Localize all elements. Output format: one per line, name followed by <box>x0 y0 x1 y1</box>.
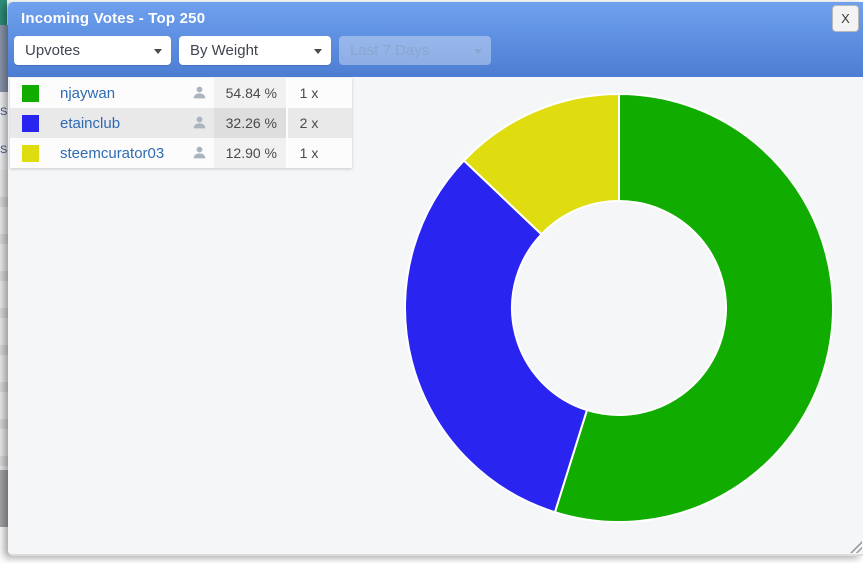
user-icon[interactable] <box>184 144 214 162</box>
account-link[interactable]: njaywan <box>60 84 116 102</box>
background-text-fragment: S <box>0 144 8 156</box>
user-icon[interactable] <box>184 114 214 132</box>
donut-chart-svg <box>404 93 834 523</box>
legend-color-swatch <box>22 84 39 102</box>
background-block <box>0 25 9 92</box>
account-link[interactable]: steemcurator03 <box>60 144 165 162</box>
vote-percentage: 54.84 % <box>214 78 286 108</box>
vote-count: 2 x <box>286 108 330 138</box>
close-button[interactable]: X <box>832 5 859 32</box>
user-icon[interactable] <box>184 84 214 102</box>
vote-count: 1 x <box>286 78 330 108</box>
filter-dropdown-last-7-days: Last 7 Days <box>339 36 491 65</box>
background-block <box>0 470 10 527</box>
legend-color-swatch <box>22 114 39 132</box>
donut-slice-njaywan[interactable] <box>553 93 834 523</box>
modal-title: Incoming Votes - Top 250 <box>21 10 206 27</box>
vote-count: 1 x <box>286 138 330 168</box>
legend-row-steemcurator03[interactable]: steemcurator03 12.90 % 1 x <box>10 138 352 168</box>
background-page-strip: S S <box>0 0 10 563</box>
dropdown-value: Upvotes <box>25 42 81 59</box>
background-block <box>0 0 7 25</box>
legend-color-swatch <box>22 144 39 162</box>
account-link[interactable]: etainclub <box>60 114 121 132</box>
chart-legend: njaywan 54.84 % 1 x etainclub 32.26 % <box>10 78 352 168</box>
chevron-down-icon <box>154 49 162 54</box>
donut-chart <box>403 92 835 524</box>
chevron-down-icon <box>474 49 482 54</box>
modal-header: Incoming Votes - Top 250 X Upvotes By We… <box>8 2 863 77</box>
filter-dropdown-by-weight[interactable]: By Weight <box>179 36 331 65</box>
chevron-down-icon <box>314 49 322 54</box>
legend-row-njaywan[interactable]: njaywan 54.84 % 1 x <box>10 78 352 108</box>
incoming-votes-modal: Incoming Votes - Top 250 X Upvotes By We… <box>8 2 863 556</box>
background-striped-rows <box>0 170 10 470</box>
modal-body: njaywan 54.84 % 1 x etainclub 32.26 % <box>8 77 863 554</box>
background-text-fragment: S <box>0 106 8 118</box>
donut-slice-etainclub[interactable] <box>404 159 588 514</box>
background-block <box>0 527 10 563</box>
filter-dropdown-upvotes[interactable]: Upvotes <box>14 36 171 65</box>
vote-percentage: 32.26 % <box>214 108 286 138</box>
filter-bar: Upvotes By Weight Last 7 Days <box>14 36 499 65</box>
dropdown-value: By Weight <box>190 42 259 59</box>
resize-handle-icon[interactable] <box>850 541 862 553</box>
background-block <box>0 92 10 170</box>
vote-percentage: 12.90 % <box>214 138 286 168</box>
donut-slice-steemcurator03[interactable] <box>462 93 620 236</box>
legend-row-etainclub[interactable]: etainclub 32.26 % 2 x <box>10 108 352 138</box>
dropdown-value: Last 7 Days <box>350 42 430 59</box>
